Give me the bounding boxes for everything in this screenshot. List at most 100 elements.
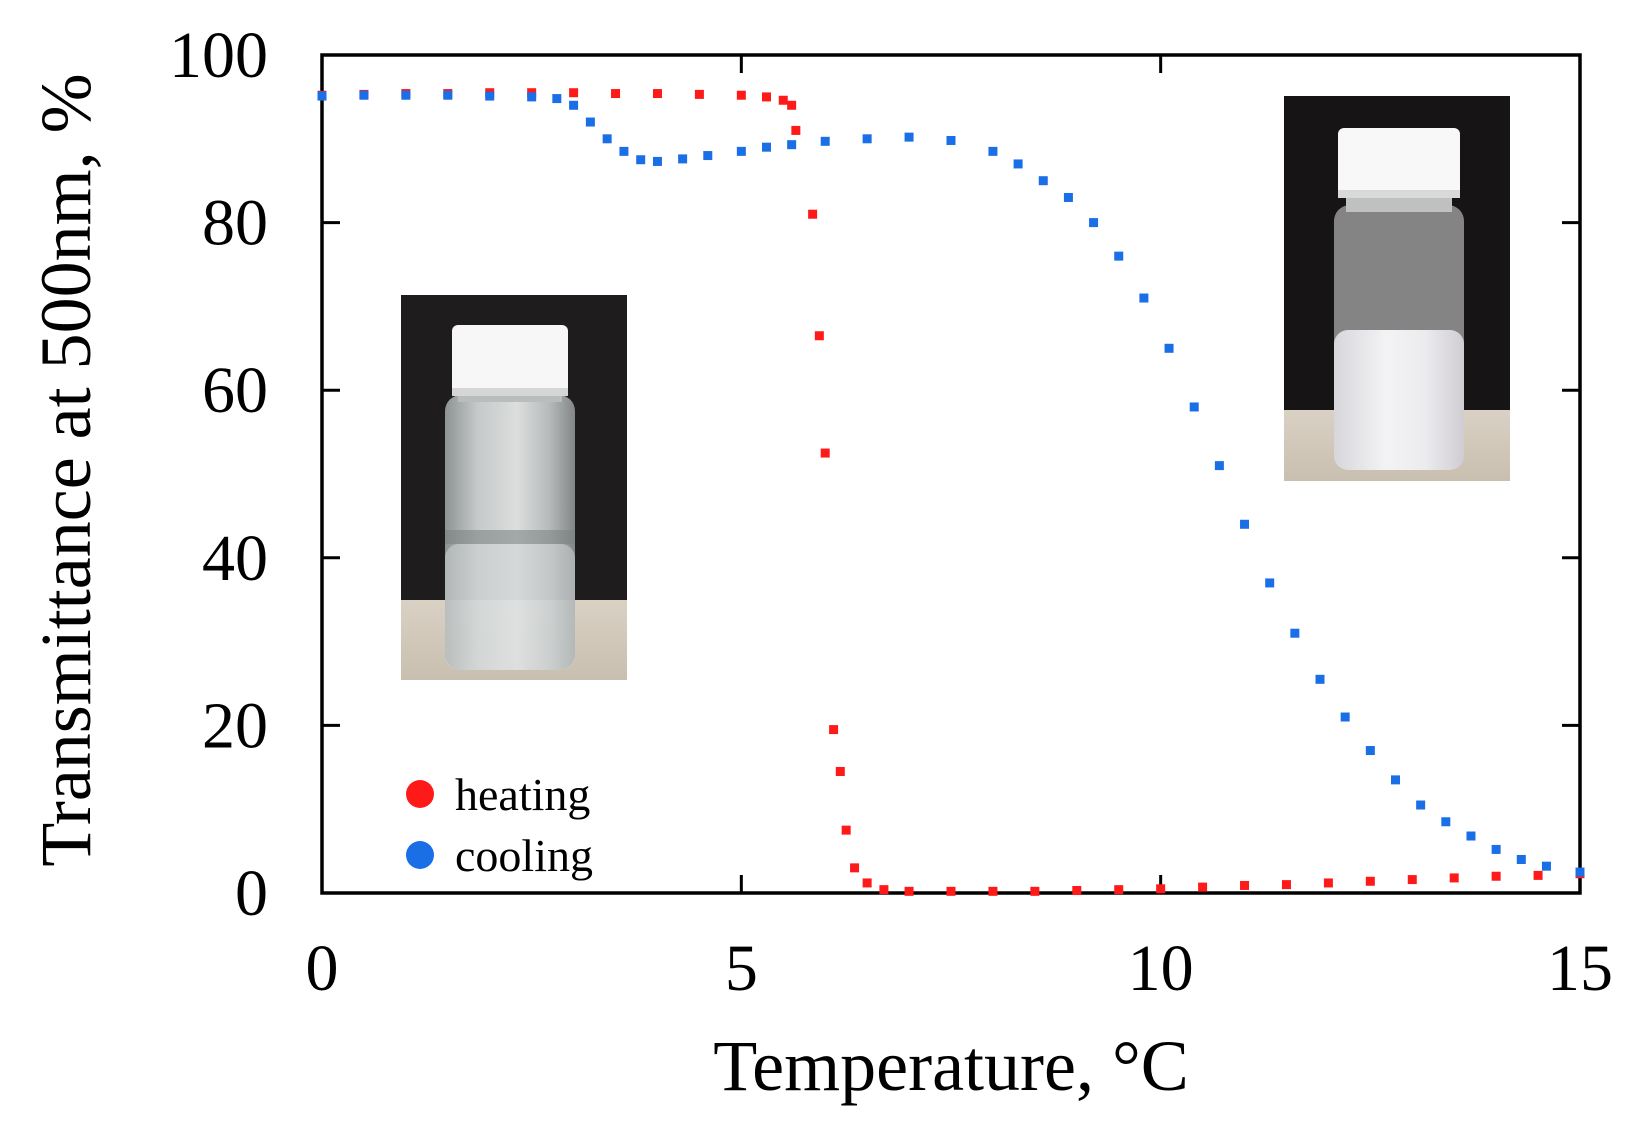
cooling-point — [1340, 712, 1350, 722]
x-tick-label: 5 — [725, 932, 758, 1005]
x-tick-label: 15 — [1547, 932, 1613, 1005]
cooling-point — [1139, 293, 1149, 303]
heating-point — [946, 886, 956, 896]
legend: heating cooling — [406, 769, 593, 881]
y-tick-label: 40 — [202, 522, 268, 595]
cooling-point — [602, 134, 612, 144]
heating-point — [1072, 885, 1082, 895]
heating-point — [1156, 884, 1166, 894]
heating-point — [736, 90, 746, 100]
heating-point — [808, 209, 818, 219]
heating-point — [904, 886, 914, 896]
cooling-point — [1089, 218, 1099, 228]
heating-point — [1030, 886, 1040, 896]
cooling-point — [946, 135, 956, 145]
cooling-point — [569, 100, 579, 110]
cooling-point — [652, 156, 662, 166]
cooling-point — [1390, 775, 1400, 785]
cooling-point — [736, 146, 746, 156]
heating-point — [761, 92, 771, 102]
cooling-point — [1516, 854, 1526, 864]
cooling-point — [1038, 176, 1048, 186]
heating-point — [1533, 870, 1543, 880]
legend-label-cooling: cooling — [455, 830, 593, 881]
heating-point — [988, 886, 998, 896]
heating-point — [1198, 882, 1208, 892]
x-tick-label: 10 — [1128, 932, 1194, 1005]
y-axis-title: Transmittance at 500nm, % — [26, 73, 106, 866]
cooling-point — [317, 91, 327, 101]
cooling-point — [1416, 800, 1426, 810]
cooling-point — [703, 151, 713, 161]
x-axis-ticks: 0 5 10 15 — [306, 55, 1613, 1005]
cooling-point — [1441, 817, 1451, 827]
cooling-point — [1491, 844, 1501, 854]
cooling-point — [619, 146, 629, 156]
cooling-point — [1365, 746, 1375, 756]
cooling-point — [552, 94, 562, 104]
heating-point — [1449, 873, 1459, 883]
heating-point — [841, 825, 851, 835]
y-axis-ticks: 0 20 40 60 80 100 — [169, 19, 1580, 930]
cooling-point — [585, 117, 595, 127]
heating-point — [1407, 875, 1417, 885]
heating-point — [778, 95, 788, 105]
cooling-point — [359, 90, 369, 100]
cooling-point — [862, 134, 872, 144]
series-cooling — [317, 90, 1585, 877]
heating-point — [1323, 878, 1333, 888]
heating-point — [829, 725, 839, 735]
heating-point — [850, 863, 860, 873]
cooling-point — [1114, 251, 1124, 261]
cooling-point — [527, 92, 537, 102]
heating-point — [569, 88, 579, 98]
heating-point — [1365, 876, 1375, 886]
cooling-point — [636, 155, 646, 165]
cooling-point — [1290, 628, 1300, 638]
cooling-point — [1240, 519, 1250, 529]
cooling-point — [1214, 461, 1224, 471]
legend-label-heating: heating — [455, 769, 590, 820]
heating-point — [879, 885, 889, 895]
x-tick-label: 0 — [306, 932, 339, 1005]
heating-point — [814, 331, 824, 341]
cooling-point — [1013, 159, 1023, 169]
cooling-point — [401, 90, 411, 100]
cooling-point — [1063, 192, 1073, 202]
cooling-point — [1575, 867, 1585, 877]
cooling-point — [787, 140, 797, 150]
cooling-point — [904, 132, 914, 142]
cooling-point — [1265, 578, 1275, 588]
heating-point — [820, 448, 830, 458]
legend-marker-heating — [406, 780, 434, 808]
heating-point — [652, 89, 662, 99]
heating-point — [791, 125, 801, 135]
heating-point — [611, 89, 621, 99]
y-tick-label: 100 — [169, 19, 268, 92]
heating-point — [1491, 871, 1501, 881]
heating-point — [1240, 880, 1250, 890]
cooling-point — [1466, 831, 1476, 841]
vial-turbid-photo — [1284, 96, 1510, 481]
cooling-point — [1189, 402, 1199, 412]
heating-point — [694, 89, 704, 99]
cooling-point — [1541, 861, 1551, 871]
cooling-point — [820, 136, 830, 146]
heating-point — [862, 878, 872, 888]
cooling-point — [1164, 343, 1174, 353]
y-tick-label: 20 — [202, 689, 268, 762]
y-tick-label: 80 — [202, 187, 268, 260]
x-axis-title: Temperature, °C — [713, 1026, 1189, 1106]
legend-marker-cooling — [406, 841, 434, 869]
y-tick-label: 0 — [235, 857, 268, 930]
heating-point — [1281, 880, 1291, 890]
cooling-point — [988, 146, 998, 156]
cooling-point — [443, 90, 453, 100]
heating-point — [835, 766, 845, 776]
heating-point — [1114, 885, 1124, 895]
vial-clear-photo — [401, 295, 627, 680]
cooling-point — [761, 142, 771, 152]
cooling-point — [678, 154, 688, 164]
heating-point — [787, 100, 797, 110]
